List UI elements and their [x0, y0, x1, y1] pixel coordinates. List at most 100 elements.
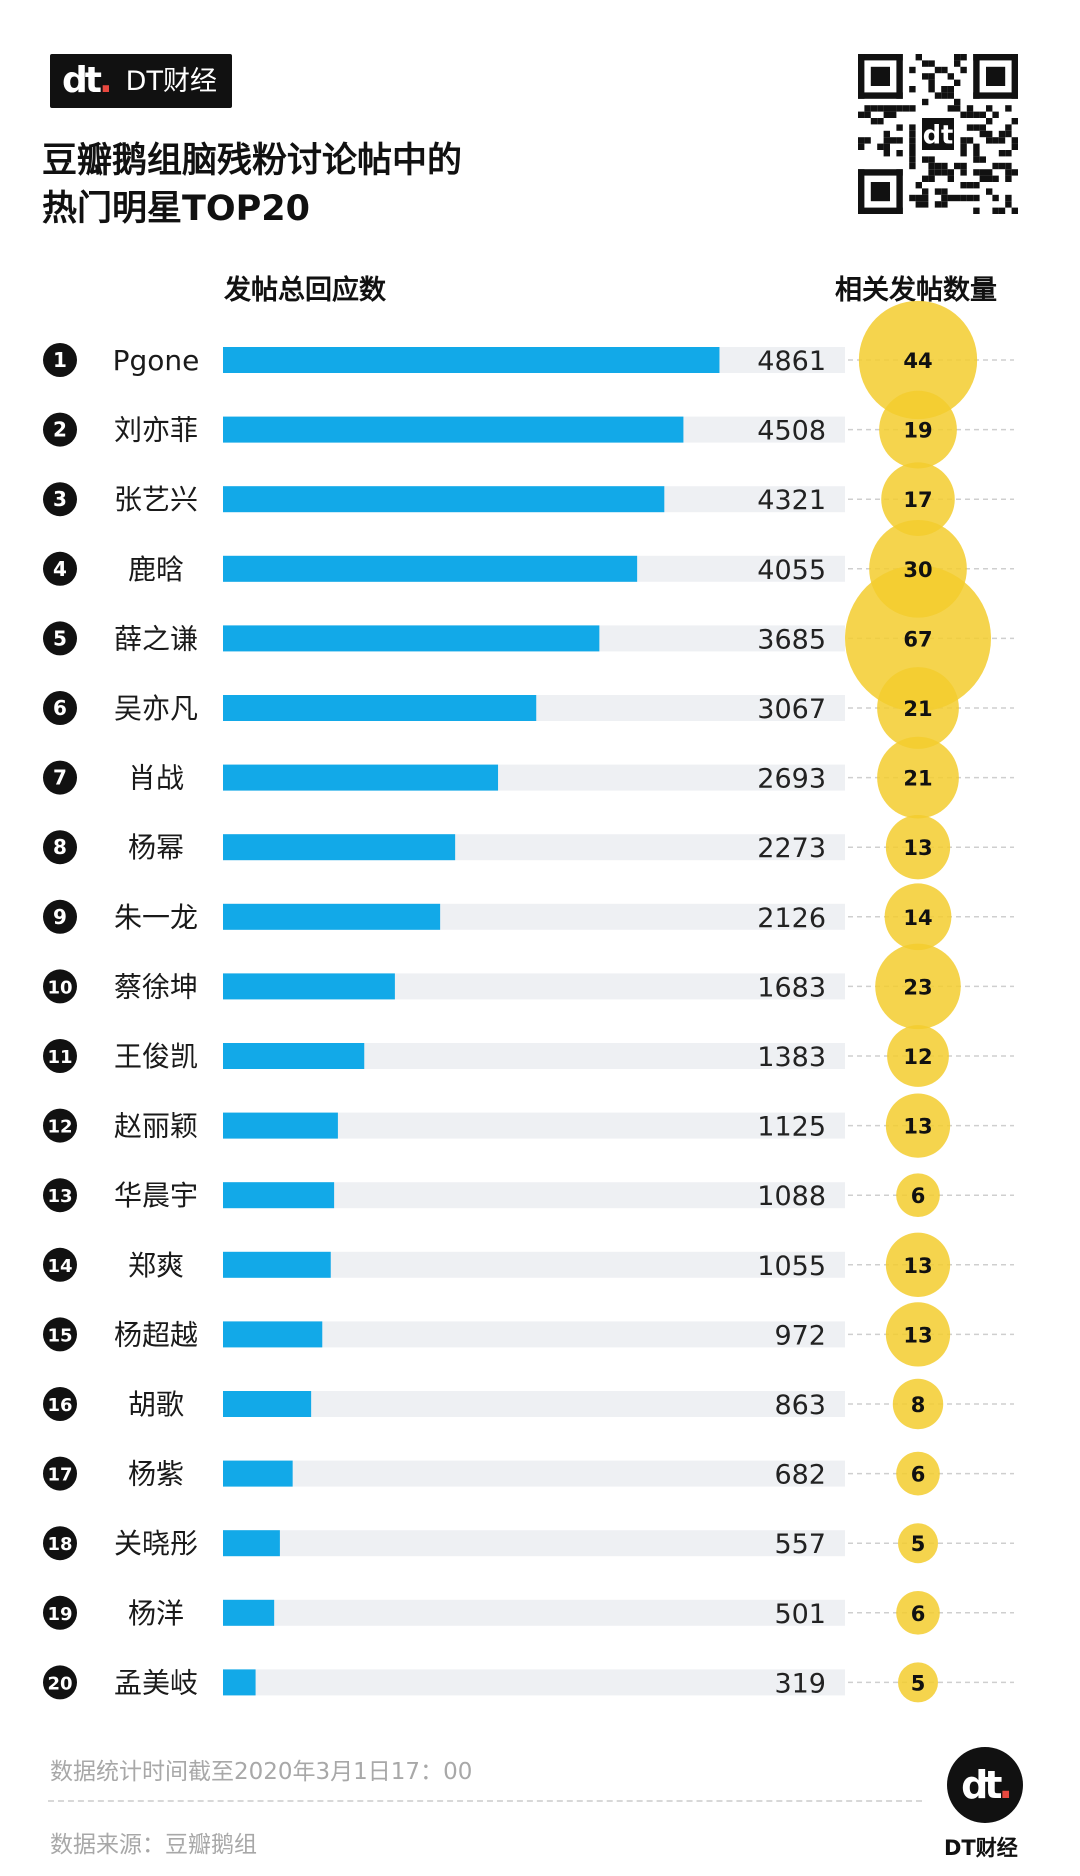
- rank-badge: [43, 1387, 77, 1421]
- bar-value-label: 557: [774, 1529, 826, 1560]
- brand-badge: dt. DT财经: [50, 54, 232, 108]
- post-count-bubble: [898, 1662, 938, 1703]
- bar-track: [223, 1460, 845, 1487]
- chart-title-line-2: 热门明星TOP20: [42, 189, 310, 229]
- post-count-label: 6: [911, 1602, 926, 1626]
- post-count-bubble: [881, 462, 955, 536]
- post-count-label: 21: [903, 697, 932, 721]
- bar-value-label: 1125: [757, 1112, 826, 1143]
- bar: [223, 1182, 335, 1209]
- category-label: 杨超越: [114, 1318, 198, 1351]
- bar-value-label: 2126: [757, 903, 826, 934]
- category-label: 胡歌: [128, 1388, 184, 1421]
- bar: [223, 1391, 312, 1417]
- bar-value-label: 1683: [757, 972, 826, 1003]
- bar: [223, 555, 638, 582]
- rank-badge: [43, 691, 77, 725]
- rank-badge: [43, 1247, 77, 1282]
- category-label: 薛之谦: [114, 622, 198, 655]
- rank-number: 9: [53, 905, 67, 929]
- bar-value-label: 501: [774, 1599, 826, 1630]
- rank-number: 7: [53, 766, 67, 790]
- post-count-bubble: [858, 300, 978, 420]
- chart-title-line-1: 豆瓣鹅组脑残粉讨论帖中的: [42, 141, 463, 181]
- rank-number: 4: [53, 557, 67, 581]
- category-label: 华晨宇: [114, 1179, 198, 1212]
- post-count-label: 30: [903, 558, 932, 582]
- rank-number: 2: [53, 418, 67, 442]
- category-label: 张艺兴: [114, 483, 198, 516]
- rank-number: 14: [47, 1256, 72, 1277]
- svg-text:dt: dt: [923, 121, 954, 151]
- category-label: 关晓彤: [114, 1527, 198, 1560]
- rank-number: 11: [47, 1047, 72, 1068]
- rank-badge: [43, 621, 77, 656]
- rank-number: 17: [47, 1465, 72, 1486]
- category-label: 孟美岐: [114, 1666, 198, 1699]
- post-count-bubble: [877, 667, 959, 749]
- rank-badge: [43, 1595, 77, 1630]
- bar: [223, 1530, 280, 1557]
- bar-value-label: 319: [774, 1668, 826, 1699]
- bar: [223, 1251, 331, 1278]
- post-count-label: 13: [903, 1254, 932, 1278]
- bar: [223, 1112, 338, 1139]
- bar-value-label: 1055: [757, 1251, 826, 1282]
- post-count-bubble: [898, 1523, 938, 1564]
- bar-value-label: 2693: [757, 764, 826, 795]
- rank-number: 12: [47, 1117, 72, 1138]
- brand-logo-icon: dt.: [62, 60, 113, 101]
- post-count-label: 14: [903, 906, 932, 930]
- bar-value-label: 1383: [757, 1042, 826, 1073]
- size-legend-label: 相关发帖数量: [835, 275, 997, 306]
- rank-badge: [43, 1317, 77, 1352]
- category-label: 赵丽颖: [114, 1110, 198, 1143]
- post-count-bubble: [877, 736, 959, 819]
- rank-badge: [43, 1108, 77, 1143]
- rank-number: 15: [47, 1325, 72, 1346]
- post-count-bubble: [885, 1302, 951, 1367]
- bar-track: [223, 1669, 845, 1696]
- brand-name: DT财经: [125, 65, 217, 97]
- category-label: 杨幂: [128, 831, 184, 864]
- bar-value-label: 4321: [757, 485, 826, 516]
- post-count-bubble: [884, 883, 952, 951]
- post-count-bubble: [885, 1232, 951, 1297]
- category-label: 刘亦菲: [114, 414, 198, 447]
- post-count-label: 6: [911, 1184, 926, 1208]
- bar: [223, 973, 395, 1000]
- bar: [223, 1043, 365, 1069]
- category-label: Pgone: [113, 344, 200, 377]
- footer-divider: [48, 1800, 922, 1802]
- post-count-label: 21: [903, 767, 932, 791]
- rank-badge: [43, 830, 77, 865]
- bar-value-label: 4861: [757, 346, 826, 377]
- bar: [223, 834, 456, 861]
- bar: [223, 416, 684, 443]
- category-label: 杨紫: [128, 1458, 184, 1491]
- bar-value-label: 3067: [757, 694, 826, 725]
- qr-code-icon: dt: [858, 54, 1018, 214]
- bar: [223, 764, 499, 791]
- post-count-label: 13: [903, 1115, 932, 1139]
- rank-number: 1: [53, 348, 67, 372]
- post-count-label: 17: [903, 488, 932, 512]
- footer-logo-text: DT财经: [944, 1836, 1018, 1860]
- rank-number: 10: [47, 977, 72, 998]
- category-label: 郑爽: [128, 1249, 184, 1282]
- rank-number: 3: [53, 487, 67, 511]
- rank-number: 20: [47, 1673, 72, 1694]
- bar-track: [223, 1321, 845, 1348]
- rank-number: 18: [47, 1534, 72, 1555]
- data-source-note: 数据来源：豆瓣鹅组: [50, 1832, 257, 1858]
- rank-number: 6: [53, 696, 67, 720]
- rank-badge: [43, 343, 77, 377]
- bar-value-label: 4508: [757, 416, 826, 447]
- rank-badge: [43, 1456, 77, 1491]
- rank-badge: [43, 551, 77, 586]
- rank-badge: [43, 1526, 77, 1561]
- post-count-label: 13: [903, 1323, 932, 1347]
- bar: [223, 1669, 256, 1696]
- bar-track: [223, 1530, 845, 1557]
- post-count-bubble: [885, 1093, 951, 1158]
